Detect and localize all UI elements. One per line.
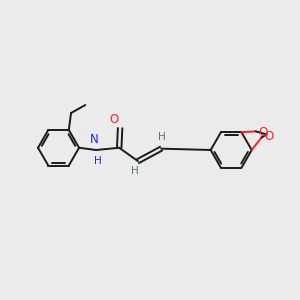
Text: H: H bbox=[130, 166, 138, 176]
Text: H: H bbox=[158, 132, 166, 142]
Text: O: O bbox=[258, 126, 268, 139]
Text: O: O bbox=[109, 113, 119, 126]
Text: O: O bbox=[264, 130, 274, 143]
Text: H: H bbox=[94, 156, 102, 166]
Text: N: N bbox=[90, 133, 99, 146]
